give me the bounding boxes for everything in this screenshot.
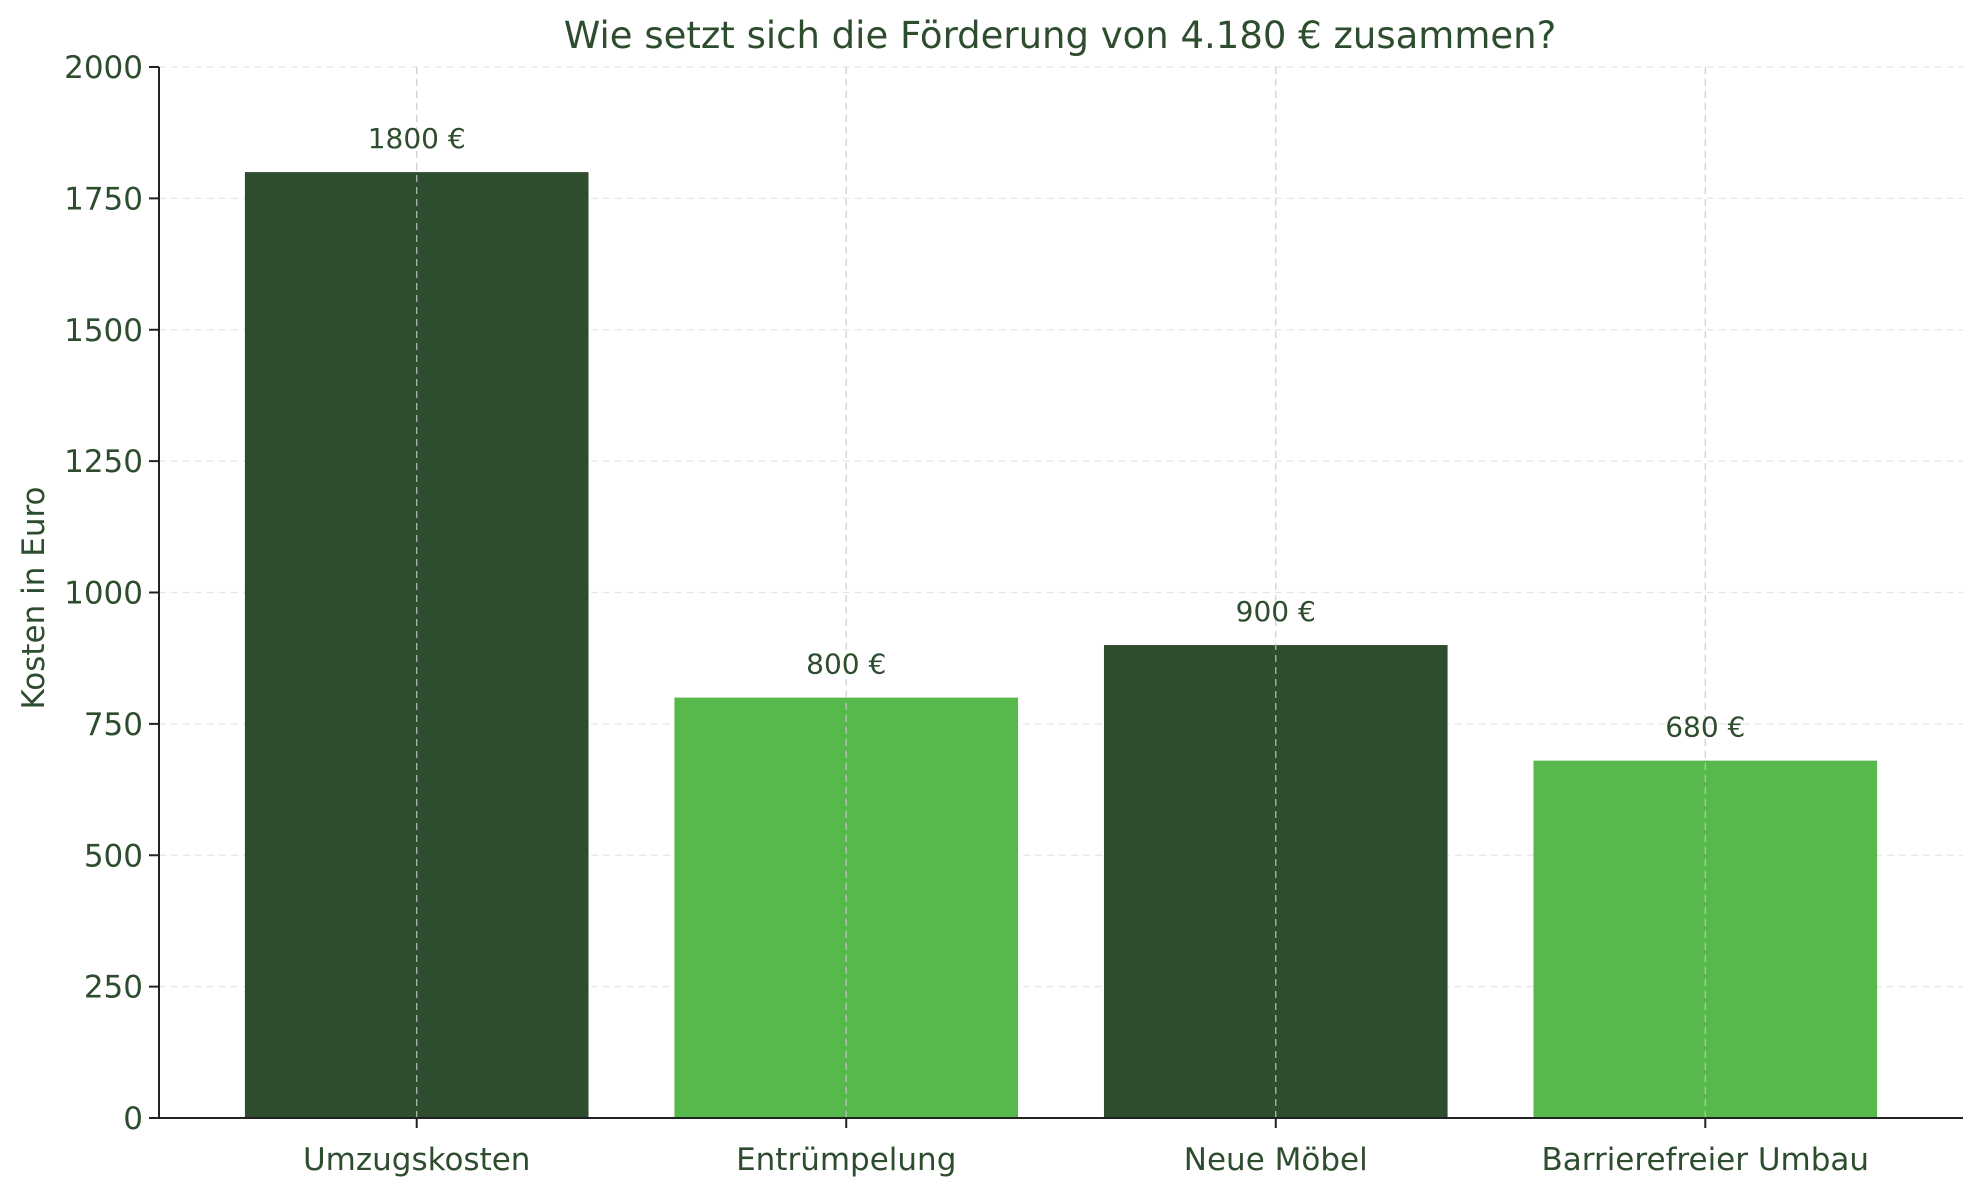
x-tick-label: Entrümpelung [736,1142,956,1178]
y-tick-label: 1250 [64,444,143,480]
y-axis-label: Kosten in Euro [16,486,52,709]
chart-title: Wie setzt sich die Förderung von 4.180 €… [564,14,1556,57]
labels-layer: 1800 € 800 € 900 € 680 € 0 250 500 750 1000 1250 1… [64,50,1869,1178]
y-tick-label: 750 [84,707,143,743]
x-tick-label: Umzugskosten [303,1142,530,1178]
y-tick-label: 500 [84,838,143,874]
y-tick-label: 1500 [64,313,143,349]
y-tick-label: 0 [123,1101,143,1137]
bar-value-label: 680 € [1665,711,1745,744]
bar-value-label: 800 € [806,648,886,681]
y-tick-label: 1000 [64,576,143,612]
bar-value-label: 900 € [1236,595,1316,628]
x-tick-label: Neue Möbel [1184,1142,1368,1178]
bars-layer [244,172,1878,1119]
bar-value-label: 1800 € [368,122,466,155]
y-tick-label: 1750 [64,181,143,217]
axes-layer [149,66,1963,1128]
bar [1533,760,1878,1118]
y-tick-label: 2000 [64,50,143,86]
y-tick-label: 250 [84,970,143,1006]
x-tick-label: Barrierefreier Umbau [1541,1142,1869,1178]
